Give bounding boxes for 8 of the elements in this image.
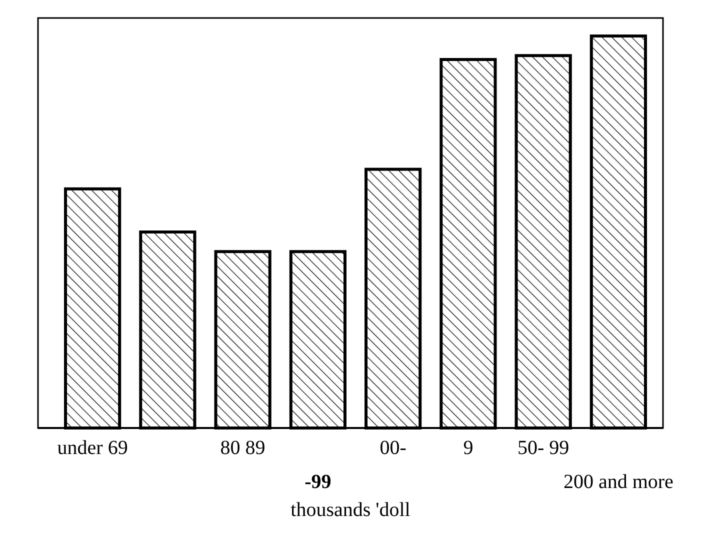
x-tick-label: under 69 [57, 437, 128, 459]
x-tick-label: 00- [380, 437, 406, 459]
x-tick-label: 200 and more [563, 471, 674, 493]
x-tick-label: -99 [304, 471, 332, 493]
x-tick-label: 80 89 [220, 437, 266, 459]
x-tick-label: 9 [463, 437, 474, 459]
x-tick-label: 50- 99 [517, 437, 570, 459]
x-axis-title: thousands 'doll [290, 499, 411, 521]
